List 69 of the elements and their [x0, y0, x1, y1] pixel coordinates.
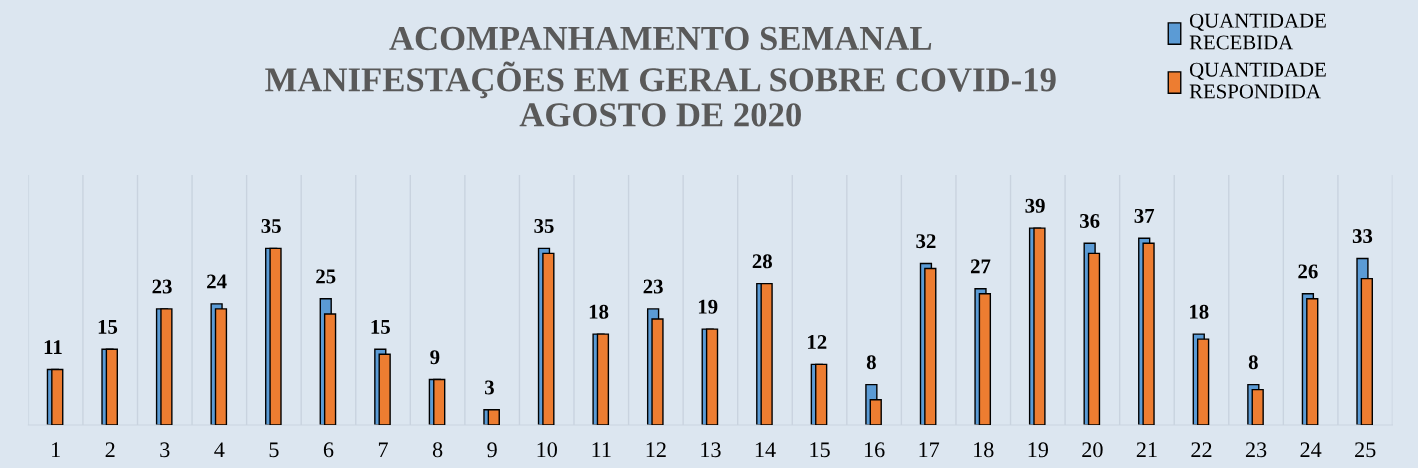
x-tick-label: 5: [269, 442, 279, 458]
data-label: 15: [98, 319, 118, 334]
bar: [924, 267, 937, 425]
data-label: 36: [1080, 213, 1100, 228]
bar: [378, 353, 391, 425]
data-label: 33: [1352, 229, 1373, 244]
data-label: 23: [152, 279, 172, 294]
x-tick-label: 19: [1028, 442, 1049, 458]
data-label: 35: [534, 219, 554, 233]
x-tick-label: 11: [592, 442, 611, 458]
data-label: 12: [808, 335, 827, 349]
x-tick-label: 16: [864, 442, 885, 458]
bar: [51, 368, 64, 425]
bar: [596, 333, 610, 425]
data-label: 23: [643, 279, 663, 294]
bar: [1033, 227, 1046, 425]
x-tick-label: 3: [160, 442, 170, 458]
x-tick-label: 9: [487, 442, 497, 458]
x-tick-label: 18: [974, 442, 994, 458]
bar: [433, 378, 446, 425]
bar: [487, 409, 500, 425]
data-label: 11: [44, 340, 62, 354]
bar: [760, 282, 773, 425]
x-tick-label: 8: [432, 442, 443, 458]
bar: [160, 308, 173, 425]
data-label: 19: [698, 299, 718, 314]
chart-title: ACOMPANHAMENTO SEMANAL MANIFESTAÇÕES EM GERAL SOBRE COVID-19 AGOSTO DE 2020: [265, 26, 1056, 127]
x-tick-label: 17: [919, 442, 940, 458]
x-tick-label: 6: [323, 442, 334, 458]
x-tick-label: 15: [810, 442, 830, 458]
data-label: 25: [316, 269, 336, 284]
data-label: 8: [866, 355, 876, 370]
bar: [705, 328, 719, 425]
bar: [542, 252, 555, 425]
legend-label: QUANTIDADE RESPONDIDA: [1189, 62, 1326, 99]
legend-label: QUANTIDADE RECEBIDA: [1189, 13, 1326, 50]
data-label: 18: [589, 304, 609, 319]
x-tick-label: 21: [1136, 442, 1157, 458]
x-tick-label: 7: [378, 442, 388, 458]
bar: [269, 247, 282, 425]
x-tick-label: 13: [701, 442, 721, 458]
data-label: 24: [207, 274, 227, 289]
bar: [1142, 242, 1155, 425]
x-tick-label: 23: [1245, 442, 1267, 458]
x-tick-label: 12: [646, 442, 666, 458]
bar: [105, 348, 118, 425]
x-tick-label: 4: [214, 442, 225, 458]
data-label: 32: [916, 234, 936, 249]
bar: [1251, 388, 1264, 425]
x-tick-label: 2: [105, 442, 115, 458]
x-tick-label: 22: [1191, 442, 1212, 458]
data-label: 35: [261, 219, 281, 233]
data-label: 26: [1298, 264, 1318, 279]
data-label: 28: [752, 254, 772, 269]
x-tick-label: 10: [537, 442, 557, 458]
data-label: 9: [430, 350, 440, 365]
data-label: 27: [970, 259, 991, 274]
x-tick-label: 1: [52, 442, 60, 458]
x-tick-label: 14: [755, 442, 776, 458]
data-label: 39: [1025, 198, 1045, 213]
data-label: 37: [1134, 208, 1155, 223]
data-label: 3: [485, 380, 494, 395]
data-label: 8: [1248, 355, 1258, 370]
x-tick-label: 24: [1300, 442, 1322, 458]
data-label: 18: [1190, 304, 1209, 319]
bar: [815, 363, 828, 425]
x-tick-label: 20: [1082, 442, 1103, 458]
data-label: 15: [371, 319, 390, 334]
x-tick-label: 25: [1355, 442, 1376, 458]
